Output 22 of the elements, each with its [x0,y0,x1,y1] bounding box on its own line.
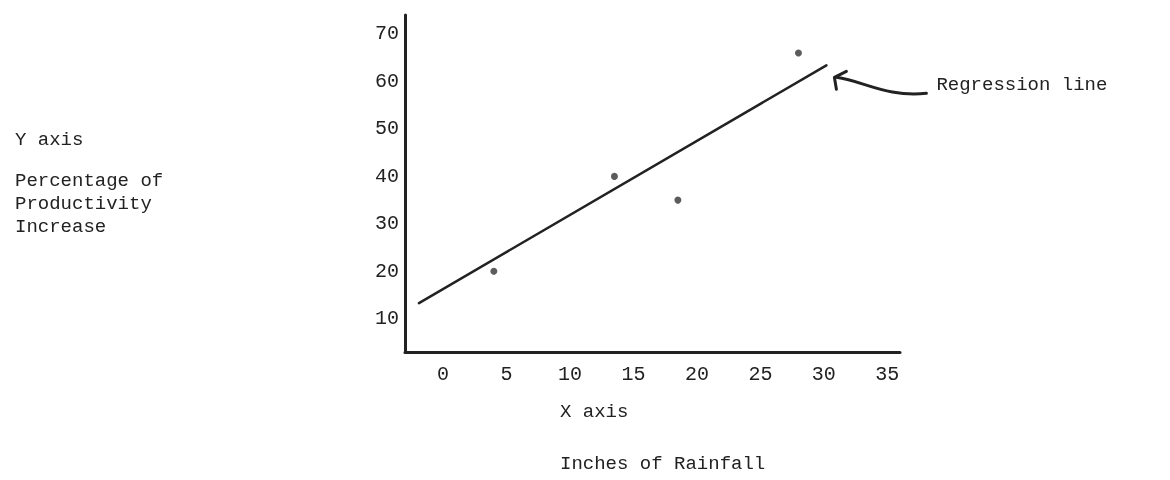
point [610,172,618,180]
x-tick-label: 15 [621,362,646,386]
point [674,196,682,204]
y-tick-label: 40 [374,164,399,188]
text: X axis Inches of Rainfall [560,400,766,475]
y-tick-label: 70 [374,22,399,46]
text: Y axis Percentage of Productivity Increase [15,128,164,238]
y-tick-label: 60 [374,69,399,93]
x-tick-label: 35 [875,362,900,386]
y-tick-label: 30 [374,212,399,236]
point [490,267,498,275]
y-tick-label: 50 [374,117,399,141]
point [794,49,802,57]
x-tick-label: 0 [437,362,450,386]
x-tick-label: 20 [684,362,709,386]
y-tick-label: 20 [374,259,399,283]
x-tick-label: 5 [500,362,513,386]
text: Regression line [936,73,1108,96]
y-tick-label: 10 [374,307,399,331]
x-tick-label: 30 [811,362,836,386]
x-tick-label: 10 [557,362,583,386]
x-tick-label: 25 [748,362,773,386]
